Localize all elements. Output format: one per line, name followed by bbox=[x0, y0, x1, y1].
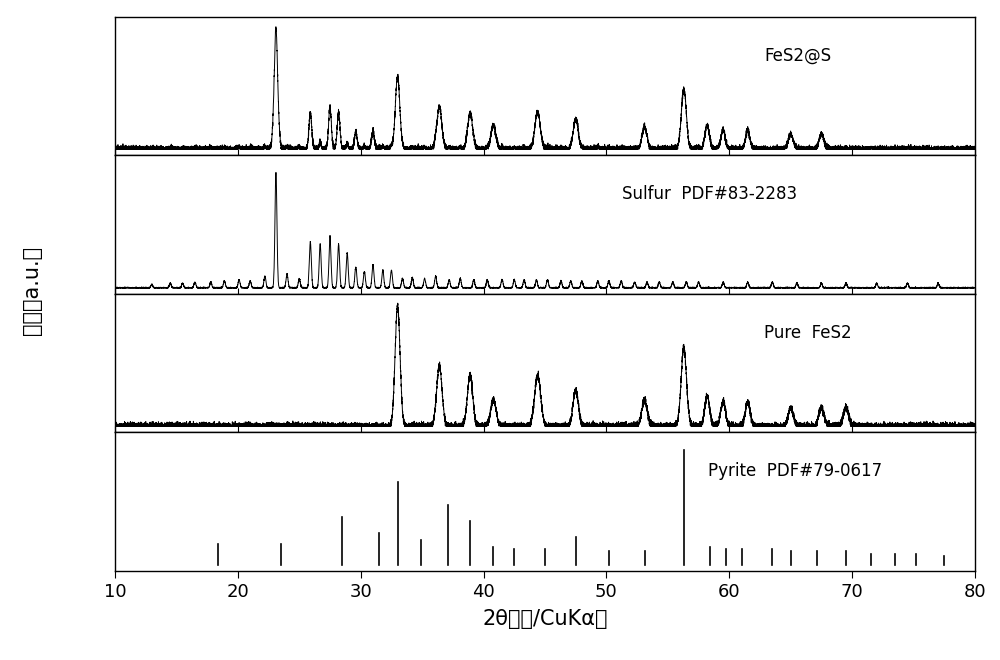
Text: Sulfur  PDF#83-2283: Sulfur PDF#83-2283 bbox=[622, 185, 798, 203]
Text: Pyrite  PDF#79-0617: Pyrite PDF#79-0617 bbox=[708, 462, 883, 480]
X-axis label: 2θ（度/CuKα）: 2θ（度/CuKα） bbox=[482, 609, 608, 629]
Text: 强度（a.u.）: 强度（a.u.） bbox=[22, 246, 42, 335]
Text: Pure  FeS2: Pure FeS2 bbox=[764, 323, 852, 341]
Text: FeS2@S: FeS2@S bbox=[764, 46, 831, 64]
